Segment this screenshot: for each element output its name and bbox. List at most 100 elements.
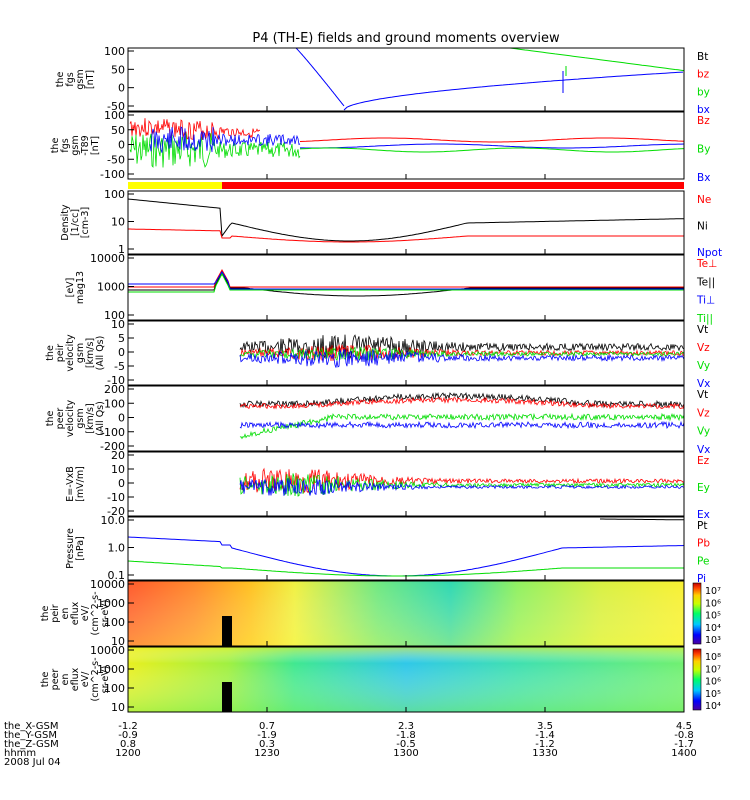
colorbar-label: 10³	[705, 635, 721, 646]
y-tick-label: 1000	[97, 663, 125, 676]
legend-entry-ez: Ez	[697, 455, 710, 467]
trace-vx-peer	[239, 420, 685, 430]
legend-entry-vz: Vz	[697, 407, 710, 419]
trace-bx-t89-2	[300, 143, 685, 149]
y-axis-label-peir_vel: the peir velocity gsm [km/s] (All Qs)	[45, 334, 106, 372]
y-axis-label-line: the	[45, 345, 56, 361]
y-axis-label-line: eV/	[80, 605, 91, 621]
legend-entry-npot: Npot	[697, 247, 722, 259]
y-axis-label-line: eflux	[70, 667, 81, 691]
colorbar-label: 10⁵	[705, 611, 721, 622]
y-tick-label: 1	[118, 243, 125, 256]
trace-vt-peir	[239, 334, 685, 360]
trace-ex	[239, 478, 685, 496]
y-axis-label-line: the	[40, 606, 51, 622]
trace-vy-peir	[239, 346, 685, 362]
y-axis-label-line: sr-eV)	[100, 666, 111, 694]
y-axis-label-line: [nPa]	[75, 536, 86, 561]
y-tick-label: 0.1	[108, 569, 126, 582]
legend-entry-vx: Vx	[697, 378, 710, 390]
y-tick-label: -10	[107, 491, 125, 504]
legend-entry-vy: Vy	[697, 360, 710, 372]
y-tick-label: 10	[111, 318, 125, 331]
panel-frame-pressure	[127, 516, 685, 581]
trace-pi	[127, 536, 685, 577]
orbit-bar-yellow	[128, 182, 222, 189]
legend-entry-pb: Pb	[697, 538, 710, 550]
x-tick-label: 1400	[671, 748, 696, 759]
y-axis-label-line: fgs	[65, 72, 76, 86]
y-axis-label-line: gsm	[75, 343, 86, 363]
y-axis-label-line: [km/s]	[85, 403, 96, 433]
y-tick-label: 1.0	[108, 542, 126, 555]
y-tick-label: 100	[104, 397, 125, 410]
y-axis-label-line: gsm	[70, 135, 81, 155]
peir-spectrogram-shade	[128, 581, 684, 646]
y-tick-label: 100	[104, 309, 125, 322]
x-tick-label: 1230	[254, 748, 279, 759]
trace-by-t89-2	[299, 147, 685, 153]
legend-entry-ex: Ex	[697, 509, 710, 521]
colorbar-label: 10⁵	[705, 689, 721, 700]
y-axis-label-line: [nT]	[85, 70, 96, 89]
colorbar-label: 10⁶	[705, 677, 721, 688]
y-tick-label: 10	[111, 701, 125, 714]
chart-title: P4 (TH-E) fields and ground moments over…	[252, 31, 560, 46]
y-tick-label: 10000	[90, 578, 125, 591]
orbit-row-label: the_Y-GSM	[4, 730, 57, 741]
orbit-value: 0.7	[259, 721, 275, 732]
orbit-value: 0.3	[259, 739, 275, 750]
trace-ey	[239, 473, 685, 497]
y-axis-label-line: Pressure	[65, 528, 76, 569]
legend-entry-ni: Ni	[697, 221, 708, 233]
y-axis-label-line: Density	[60, 204, 71, 240]
legend-entry-ey: Ey	[697, 482, 710, 494]
y-axis-label-line: (cm^2-s-	[90, 658, 101, 702]
x-tick-label: 1200	[115, 748, 140, 759]
y-tick-label: -20	[107, 505, 125, 518]
y-axis-label-fgs_t89: the fgs gsm -T89 [nT]	[50, 135, 101, 155]
panel-frame-fgs_t89	[127, 111, 685, 180]
orbit-value: 2.3	[398, 721, 414, 732]
y-tick-label: 0	[118, 477, 125, 490]
legend-entry-te: Te||	[696, 276, 715, 288]
y-axis-label-line: peer	[50, 669, 61, 691]
y-axis-label-line: [nT]	[90, 136, 101, 155]
trace-bz-t89	[129, 118, 260, 141]
y-axis-label-line: -T89	[80, 135, 91, 155]
y-tick-label: 0	[118, 82, 125, 95]
trace-by-fgs	[509, 47, 685, 72]
colorbar-peir_spec	[692, 582, 702, 645]
legend-entry-vt: Vt	[697, 389, 708, 401]
y-axis-label-line: (All Qs)	[95, 336, 106, 371]
peer-data-gap	[222, 682, 232, 712]
y-axis-label-line: [eV]	[65, 278, 76, 298]
y-axis-label-peer_spec: the peer en eflux eV/(cm^2-s-sr-eV)	[40, 658, 111, 702]
y-tick-label: 0	[118, 139, 125, 152]
y-tick-label: -10	[107, 374, 125, 387]
orbit-value: -1.4	[535, 730, 555, 741]
trace-te-perp	[128, 268, 684, 288]
panel-frame-density	[127, 190, 685, 255]
trace-vx-peir	[239, 348, 685, 368]
y-tick-label: 10.0	[101, 514, 126, 527]
legend-entry-vx: Vx	[697, 444, 710, 456]
y-tick-label: 10000	[90, 644, 125, 657]
y-tick-label: 1000	[97, 597, 125, 610]
y-axis-label-line: (cm^2-s-	[90, 592, 101, 636]
colorbar-label: 10⁸	[705, 652, 721, 663]
trace-ti-par	[128, 272, 684, 293]
orbit-value: -1.7	[674, 739, 694, 750]
colorbar-label: 10⁴	[705, 623, 721, 634]
y-tick-label: -50	[107, 153, 125, 166]
y-tick-label: 100	[104, 109, 125, 122]
trace-by-t89	[129, 132, 301, 168]
y-tick-label: 1000	[97, 281, 125, 294]
y-tick-label: 100	[104, 45, 125, 58]
legend-entry-bx: Bx	[697, 172, 710, 184]
y-axis-label-line: the	[50, 138, 61, 154]
orbit-value: 0.8	[120, 739, 136, 750]
colorbar-label: 10⁷	[705, 664, 721, 675]
y-tick-label: 50	[111, 63, 125, 76]
